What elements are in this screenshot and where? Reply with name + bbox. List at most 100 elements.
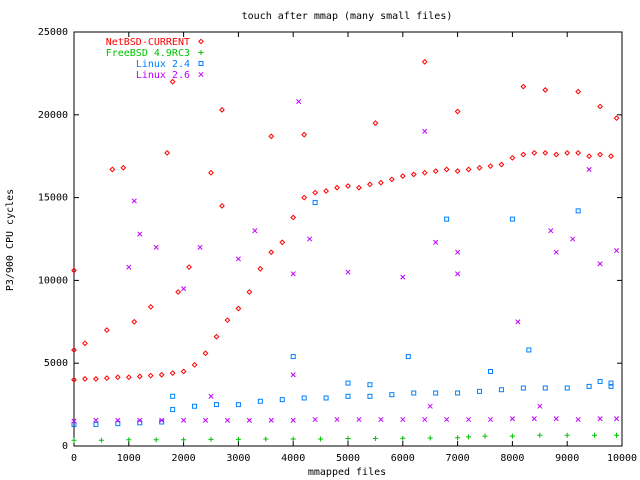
x-tick-label: 1000: [117, 453, 141, 464]
y-tick-label: 5000: [44, 358, 68, 369]
data-point: [301, 194, 308, 201]
data-point: [125, 374, 132, 381]
data-point: [235, 305, 242, 312]
data-point: [180, 368, 187, 375]
data-point: [268, 417, 274, 423]
y-tick-label: 10000: [38, 275, 68, 286]
data-point: [400, 416, 406, 423]
data-point: [367, 382, 373, 388]
data-point: [487, 368, 493, 374]
data-point: [575, 208, 581, 214]
data-point: [131, 318, 138, 325]
data-point: [613, 115, 620, 122]
data-point: [334, 416, 340, 423]
series-2: [71, 200, 614, 427]
data-point: [509, 154, 516, 161]
data-point: [548, 228, 554, 234]
data-point: [520, 83, 527, 90]
data-point: [455, 249, 461, 255]
data-point: [454, 108, 461, 115]
data-point: [443, 166, 450, 173]
data-point: [487, 163, 494, 170]
data-point: [564, 432, 570, 438]
data-marks: [71, 58, 620, 443]
data-point: [169, 370, 176, 377]
data-point: [531, 416, 537, 422]
data-point: [170, 407, 176, 413]
data-point: [181, 417, 187, 423]
data-point: [509, 433, 515, 439]
data-point: [246, 289, 253, 295]
data-point: [181, 437, 187, 443]
data-point: [575, 88, 582, 95]
x-tick-label: 10000: [607, 453, 637, 464]
data-point: [131, 198, 137, 204]
data-point: [191, 361, 198, 368]
data-point: [208, 393, 214, 399]
data-point: [98, 437, 104, 443]
data-point: [597, 103, 603, 110]
data-point: [137, 417, 143, 423]
data-point: [345, 380, 351, 386]
data-point: [400, 274, 406, 280]
data-point: [477, 388, 483, 394]
legend-label: FreeBSD 4.9RC3: [106, 48, 190, 59]
x-tick-label: 4000: [281, 453, 305, 464]
data-point: [71, 267, 77, 274]
data-point: [268, 249, 275, 256]
data-point: [455, 435, 461, 441]
data-point: [520, 385, 526, 391]
data-point: [575, 149, 582, 156]
data-point: [202, 350, 209, 357]
data-point: [372, 436, 378, 442]
data-point: [115, 421, 121, 427]
legend-label: NetBSD-CURRENT: [106, 37, 190, 48]
data-point: [509, 216, 515, 222]
data-point: [498, 387, 504, 393]
data-point: [476, 164, 483, 171]
data-point: [597, 151, 603, 158]
data-point: [542, 385, 548, 391]
data-point: [455, 390, 461, 396]
data-point: [345, 393, 351, 399]
data-point: [93, 417, 99, 423]
data-point: [597, 261, 603, 267]
data-point: [71, 421, 77, 427]
data-point: [318, 436, 324, 442]
data-point: [296, 98, 302, 105]
x-tick-label: 7000: [446, 453, 470, 464]
data-point: [411, 390, 417, 396]
legend-marker: [198, 38, 204, 45]
data-point: [466, 416, 472, 423]
data-point: [224, 417, 230, 423]
legend-marker: [198, 71, 204, 78]
data-point: [520, 151, 527, 158]
data-point: [498, 161, 505, 168]
data-point: [427, 403, 433, 409]
data-point: [290, 214, 297, 221]
data-point: [614, 432, 620, 438]
x-tick-label: 0: [71, 453, 77, 464]
data-point: [170, 393, 176, 399]
data-point: [290, 436, 296, 442]
data-point: [192, 403, 198, 409]
data-point: [158, 371, 165, 378]
data-point: [235, 436, 241, 442]
data-point: [103, 327, 110, 333]
data-point: [213, 402, 219, 408]
data-point: [433, 239, 439, 245]
data-point: [279, 397, 285, 403]
data-point: [103, 375, 110, 382]
data-point: [169, 78, 176, 85]
data-point: [608, 380, 614, 386]
data-point: [301, 131, 308, 138]
data-point: [597, 416, 603, 422]
data-point: [421, 169, 428, 176]
data-point: [345, 183, 351, 189]
data-point: [323, 395, 329, 401]
y-tick-label: 0: [62, 441, 68, 452]
x-tick-label: 5000: [336, 453, 360, 464]
data-point: [487, 416, 494, 423]
data-point: [444, 216, 450, 222]
data-point: [208, 436, 214, 442]
